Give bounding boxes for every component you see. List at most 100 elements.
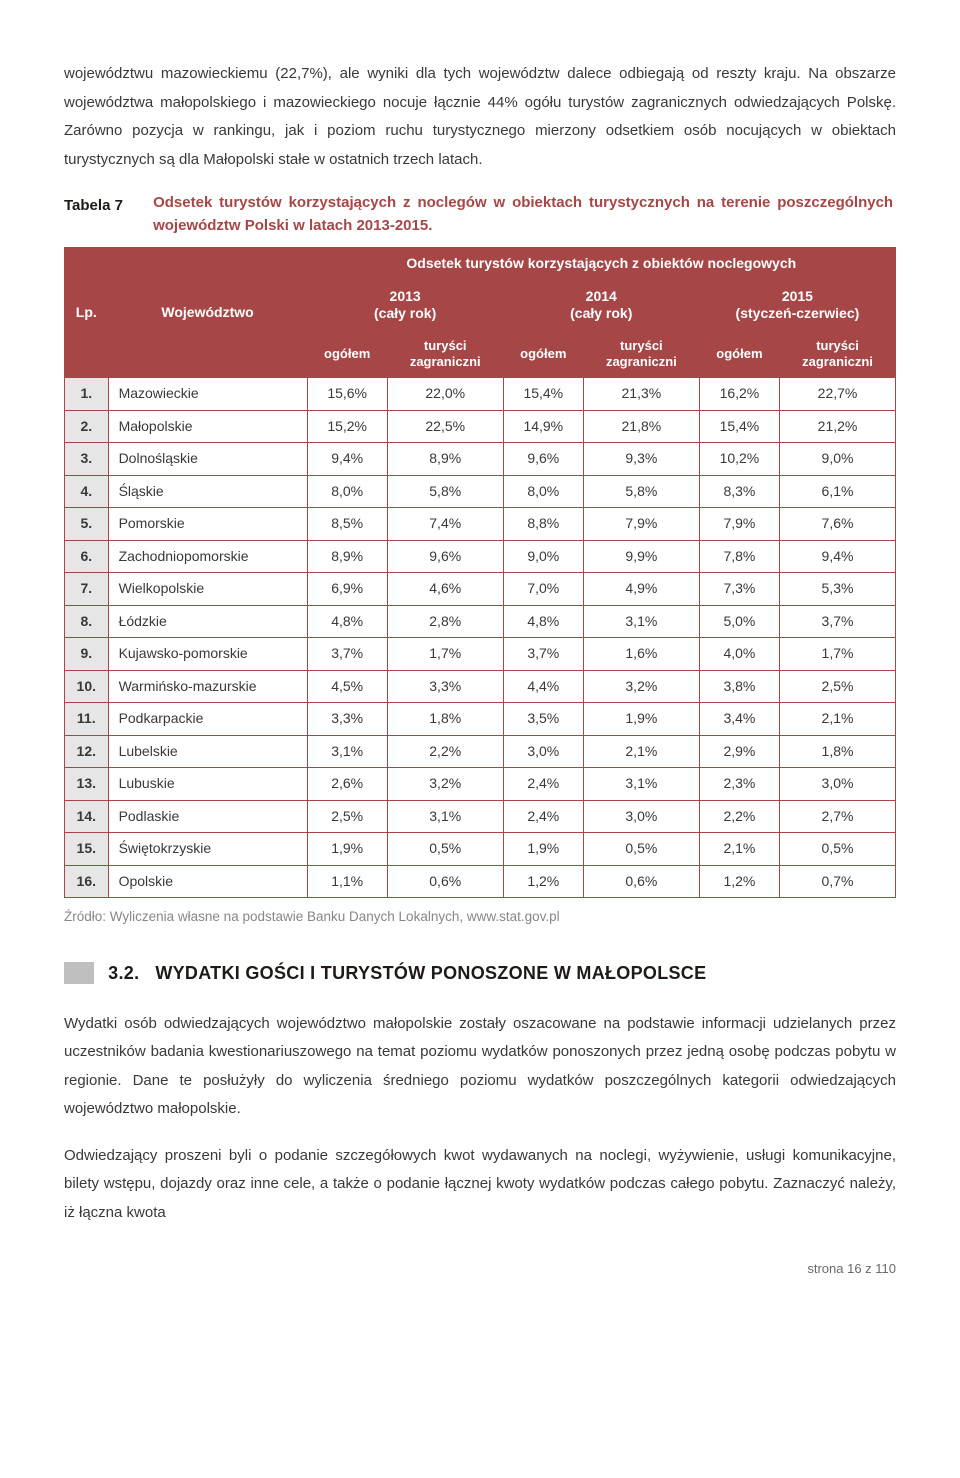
- cell-lp: 15.: [65, 833, 109, 866]
- paragraph-3: Odwiedzający proszeni byli o podanie szc…: [64, 1142, 896, 1228]
- cell-value: 0,5%: [583, 833, 699, 866]
- table-row: 5.Pomorskie8,5%7,4%8,8%7,9%7,9%7,6%: [65, 508, 896, 541]
- cell-value: 9,6%: [503, 443, 583, 476]
- table-row: 11.Podkarpackie3,3%1,8%3,5%1,9%3,4%2,1%: [65, 703, 896, 736]
- sub-ogolem-3: ogółem: [699, 330, 779, 378]
- col-2015: 2015 (styczeń-czerwiec): [699, 280, 895, 330]
- cell-wojewodztwo: Warmińsko-mazurskie: [108, 670, 307, 703]
- intro-paragraph: województwu mazowieckiemu (22,7%), ale w…: [64, 60, 896, 174]
- cell-value: 2,5%: [307, 800, 387, 833]
- table-caption: Odsetek turystów korzystających z nocleg…: [153, 192, 893, 237]
- cell-value: 3,0%: [583, 800, 699, 833]
- sub-zagr-3: turyści zagraniczni: [780, 330, 896, 378]
- col-2013: 2013 (cały rok): [307, 280, 503, 330]
- cell-value: 3,1%: [583, 768, 699, 801]
- cell-value: 5,8%: [387, 475, 503, 508]
- cell-lp: 10.: [65, 670, 109, 703]
- cell-value: 4,0%: [699, 638, 779, 671]
- cell-value: 4,6%: [387, 573, 503, 606]
- cell-value: 22,5%: [387, 410, 503, 443]
- table-row: 4.Śląskie8,0%5,8%8,0%5,8%8,3%6,1%: [65, 475, 896, 508]
- cell-value: 4,9%: [583, 573, 699, 606]
- table-row: 14.Podlaskie2,5%3,1%2,4%3,0%2,2%2,7%: [65, 800, 896, 833]
- cell-wojewodztwo: Łódzkie: [108, 605, 307, 638]
- table-row: 2.Małopolskie15,2%22,5%14,9%21,8%15,4%21…: [65, 410, 896, 443]
- cell-wojewodztwo: Podlaskie: [108, 800, 307, 833]
- cell-value: 7,6%: [780, 508, 896, 541]
- cell-value: 9,6%: [387, 540, 503, 573]
- cell-value: 2,8%: [387, 605, 503, 638]
- table-label: Tabela 7: [64, 192, 123, 221]
- cell-value: 15,2%: [307, 410, 387, 443]
- cell-value: 9,4%: [307, 443, 387, 476]
- cell-value: 1,9%: [583, 703, 699, 736]
- cell-lp: 2.: [65, 410, 109, 443]
- cell-value: 9,0%: [503, 540, 583, 573]
- table-row: 7.Wielkopolskie6,9%4,6%7,0%4,9%7,3%5,3%: [65, 573, 896, 606]
- cell-lp: 9.: [65, 638, 109, 671]
- data-table: Lp. Województwo Odsetek turystów korzyst…: [64, 247, 896, 898]
- cell-value: 2,7%: [780, 800, 896, 833]
- cell-value: 22,0%: [387, 378, 503, 411]
- cell-value: 0,7%: [780, 865, 896, 898]
- cell-value: 2,2%: [699, 800, 779, 833]
- cell-wojewodztwo: Lubuskie: [108, 768, 307, 801]
- table-row: 6.Zachodniopomorskie8,9%9,6%9,0%9,9%7,8%…: [65, 540, 896, 573]
- cell-value: 4,8%: [503, 605, 583, 638]
- cell-wojewodztwo: Mazowieckie: [108, 378, 307, 411]
- sub-zagr-1: turyści zagraniczni: [387, 330, 503, 378]
- cell-value: 0,5%: [780, 833, 896, 866]
- cell-value: 8,5%: [307, 508, 387, 541]
- cell-wojewodztwo: Pomorskie: [108, 508, 307, 541]
- cell-value: 0,5%: [387, 833, 503, 866]
- cell-value: 21,3%: [583, 378, 699, 411]
- cell-value: 4,8%: [307, 605, 387, 638]
- cell-value: 7,3%: [699, 573, 779, 606]
- cell-value: 5,3%: [780, 573, 896, 606]
- cell-value: 5,0%: [699, 605, 779, 638]
- sub-zagr-2: turyści zagraniczni: [583, 330, 699, 378]
- cell-value: 9,0%: [780, 443, 896, 476]
- col-2014: 2014 (cały rok): [503, 280, 699, 330]
- sub-ogolem-2: ogółem: [503, 330, 583, 378]
- cell-wojewodztwo: Opolskie: [108, 865, 307, 898]
- table-row: 16.Opolskie1,1%0,6%1,2%0,6%1,2%0,7%: [65, 865, 896, 898]
- cell-value: 9,9%: [583, 540, 699, 573]
- cell-lp: 6.: [65, 540, 109, 573]
- cell-value: 3,1%: [387, 800, 503, 833]
- cell-value: 2,9%: [699, 735, 779, 768]
- cell-value: 8,0%: [307, 475, 387, 508]
- cell-value: 7,9%: [583, 508, 699, 541]
- page-footer: strona 16 z 110: [64, 1257, 896, 1282]
- cell-value: 21,8%: [583, 410, 699, 443]
- cell-value: 8,9%: [307, 540, 387, 573]
- cell-value: 3,5%: [503, 703, 583, 736]
- cell-lp: 7.: [65, 573, 109, 606]
- cell-wojewodztwo: Małopolskie: [108, 410, 307, 443]
- cell-value: 3,7%: [780, 605, 896, 638]
- cell-lp: 16.: [65, 865, 109, 898]
- cell-value: 16,2%: [699, 378, 779, 411]
- cell-value: 2,2%: [387, 735, 503, 768]
- cell-lp: 4.: [65, 475, 109, 508]
- cell-wojewodztwo: Kujawsko-pomorskie: [108, 638, 307, 671]
- cell-lp: 1.: [65, 378, 109, 411]
- cell-value: 8,3%: [699, 475, 779, 508]
- cell-value: 4,5%: [307, 670, 387, 703]
- table-row: 12.Lubelskie3,1%2,2%3,0%2,1%2,9%1,8%: [65, 735, 896, 768]
- cell-value: 10,2%: [699, 443, 779, 476]
- cell-value: 6,1%: [780, 475, 896, 508]
- cell-value: 6,9%: [307, 573, 387, 606]
- cell-value: 3,1%: [307, 735, 387, 768]
- cell-value: 1,6%: [583, 638, 699, 671]
- cell-lp: 5.: [65, 508, 109, 541]
- cell-value: 1,2%: [699, 865, 779, 898]
- cell-value: 14,9%: [503, 410, 583, 443]
- cell-value: 7,9%: [699, 508, 779, 541]
- cell-value: 8,0%: [503, 475, 583, 508]
- cell-value: 3,4%: [699, 703, 779, 736]
- cell-value: 3,8%: [699, 670, 779, 703]
- cell-value: 22,7%: [780, 378, 896, 411]
- cell-value: 1,1%: [307, 865, 387, 898]
- table-row: 8.Łódzkie4,8%2,8%4,8%3,1%5,0%3,7%: [65, 605, 896, 638]
